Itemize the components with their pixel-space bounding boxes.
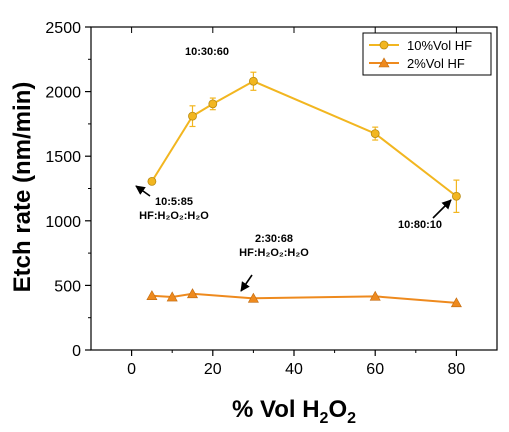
annotation-label: 10:80:10 bbox=[398, 219, 442, 231]
annotation-arrow bbox=[240, 274, 253, 292]
data-point bbox=[186, 288, 199, 299]
y-tick-label: 2000 bbox=[45, 85, 81, 102]
series-1 bbox=[146, 288, 462, 308]
series-line bbox=[151, 80, 458, 198]
x-axis-title-sub: 2 bbox=[320, 410, 329, 427]
series-layer bbox=[146, 71, 462, 308]
legend-swatch-marker bbox=[379, 40, 389, 50]
annotations: 10:30:60 10:5:85 HF:H₂O₂:H₂O 10:80:10 2:30:6… bbox=[135, 46, 452, 292]
x-axis-title-main: % Vol H bbox=[232, 396, 320, 423]
annotation-line: 2:30:68 bbox=[255, 233, 293, 245]
y-tick-label: 2500 bbox=[45, 20, 81, 37]
annotation-line: HF:H₂O₂:H₂O bbox=[139, 210, 209, 222]
y-tick-label: 1000 bbox=[45, 214, 81, 231]
series-0 bbox=[147, 71, 461, 214]
y-tick-label: 1500 bbox=[45, 149, 81, 166]
annotation-line: 10:80:10 bbox=[398, 219, 442, 231]
x-tick-label: 40 bbox=[285, 361, 303, 378]
annotation-line: HF:H₂O₂:H₂O bbox=[239, 247, 309, 259]
data-point bbox=[208, 99, 218, 109]
x-axis-title: % Vol H2O2 bbox=[232, 396, 356, 427]
annotation-label: 10:5:85 HF:H₂O₂:H₂O bbox=[139, 196, 209, 222]
data-point bbox=[146, 290, 158, 301]
legend-swatch-marker bbox=[378, 57, 390, 68]
x-tick-label: 80 bbox=[448, 361, 466, 378]
legend: 10%Vol HF 2%Vol HF bbox=[362, 32, 492, 76]
data-point bbox=[370, 129, 380, 138]
data-point bbox=[450, 297, 462, 308]
data-point bbox=[166, 291, 178, 302]
annotation-line: 10:5:85 bbox=[155, 196, 193, 208]
legend-label: 10%Vol HF bbox=[407, 38, 472, 53]
y-tick-label: 0 bbox=[72, 343, 81, 360]
annotation-arrow bbox=[432, 199, 452, 219]
data-point bbox=[248, 76, 258, 86]
data-point bbox=[369, 290, 381, 301]
data-point bbox=[247, 292, 259, 303]
x-axis-title-tail: O bbox=[328, 396, 347, 423]
data-point bbox=[188, 111, 197, 121]
annotation-line: 10:30:60 bbox=[185, 46, 229, 58]
data-point bbox=[451, 191, 461, 201]
annotation-label: 10:30:60 bbox=[185, 46, 229, 58]
legend-label: 2%Vol HF bbox=[407, 56, 465, 71]
y-axis-title: Etch rate (nm/min) bbox=[9, 82, 36, 293]
annotation-arrow bbox=[135, 185, 151, 197]
x-tick-label: 60 bbox=[366, 361, 384, 378]
data-point bbox=[147, 176, 157, 186]
legend-box bbox=[362, 32, 492, 76]
x-tick-label: 20 bbox=[204, 361, 222, 378]
series-line bbox=[151, 292, 457, 304]
annotation-label: 2:30:68 HF:H₂O₂:H₂O bbox=[239, 233, 309, 259]
axes: 0 20 40 60 80 0 500 1000 1500 2000 2500 bbox=[45, 20, 498, 378]
y-tick-label: 500 bbox=[54, 278, 81, 295]
x-axis-title-sub2: 2 bbox=[347, 410, 356, 427]
x-tick-label: 0 bbox=[127, 361, 136, 378]
